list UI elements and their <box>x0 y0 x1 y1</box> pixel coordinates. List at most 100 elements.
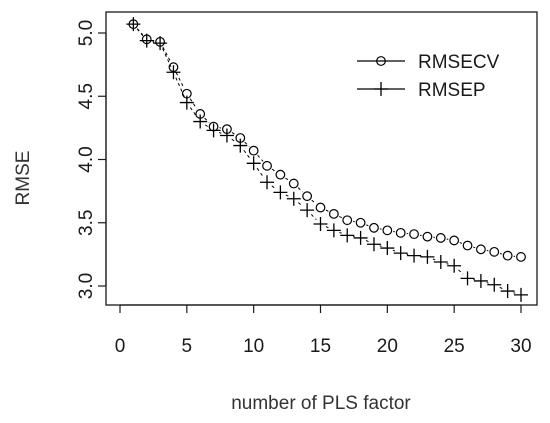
rmsecv-point <box>422 231 433 242</box>
legend-label: RMSECV <box>418 52 500 73</box>
series-segment <box>219 132 222 134</box>
rmsep-point <box>433 254 448 269</box>
series-segment <box>365 240 369 243</box>
series-segment <box>513 292 516 294</box>
rmsep-point <box>473 273 488 288</box>
series-segment <box>446 263 449 265</box>
series-segment <box>379 245 382 247</box>
rmsep-point <box>179 95 194 110</box>
rmsep-point <box>260 175 275 190</box>
rmsep-point <box>166 65 181 80</box>
x-tick-label: 10 <box>243 336 264 357</box>
rmsep-point <box>340 228 355 243</box>
series-segment <box>231 132 236 136</box>
legend-item-rmsep: RMSEP <box>357 80 486 101</box>
rmsep-point <box>326 223 341 238</box>
rmsep-point <box>353 230 368 245</box>
series-segment <box>189 98 198 110</box>
rmsep-point <box>407 248 422 263</box>
rmsecv-point <box>369 222 379 233</box>
x-tick-label: 0 <box>115 336 126 357</box>
series-segment <box>486 282 489 284</box>
rmsecv-point <box>476 244 486 255</box>
series-segment <box>310 214 317 221</box>
rmsep-point <box>447 258 462 273</box>
series-segment <box>366 224 369 227</box>
series-segment <box>204 117 210 123</box>
rmsep-point <box>246 156 261 171</box>
rmsep-point <box>366 237 381 252</box>
series-segment <box>271 168 276 172</box>
series-segment <box>473 246 476 249</box>
legend: RMSECV RMSEP <box>357 52 500 101</box>
rmsecv-point <box>262 160 272 171</box>
rmsecv-point <box>489 246 500 257</box>
series-segment <box>325 226 329 229</box>
rmsep-point <box>487 277 502 292</box>
rmsep-point <box>380 241 395 256</box>
rmsecv-point <box>328 208 339 219</box>
x-tick-label: 5 <box>182 336 193 357</box>
rmsecv-point <box>395 227 406 238</box>
legend-label: RMSEP <box>418 80 486 101</box>
rmsecv-point <box>516 252 526 262</box>
rmsep-point <box>420 249 435 264</box>
series-segment <box>204 124 209 128</box>
rmsep-point <box>233 138 248 153</box>
rmsep-point <box>153 36 168 51</box>
series-segment <box>311 199 317 205</box>
legend-item-rmsecv: RMSECV <box>357 52 500 73</box>
x-axis: 0 5 10 15 20 25 30 <box>115 304 532 357</box>
rmsecv-point <box>275 169 286 180</box>
series-segment <box>432 258 436 261</box>
y-axis: 3.0 3.5 4.0 4.5 5.0 <box>76 20 107 299</box>
series-segment <box>499 253 502 255</box>
series-segment <box>257 154 264 162</box>
series-layer <box>126 17 528 302</box>
series-segment <box>285 177 290 181</box>
series-segment <box>392 249 396 252</box>
rmsep-point <box>300 203 315 218</box>
rmsep-point <box>393 246 408 261</box>
rmsep-point <box>193 114 208 129</box>
legend-marker <box>376 56 386 66</box>
rmsecv-point <box>462 240 473 251</box>
rmsecv-point <box>302 191 313 202</box>
rmsep-point <box>500 284 515 299</box>
rmsep-point <box>514 287 528 302</box>
rmsecv-point <box>248 145 259 156</box>
legend-marker <box>374 82 388 96</box>
rmsecv-point <box>435 233 446 243</box>
series-segment <box>136 28 144 37</box>
rmsep-point <box>206 123 221 138</box>
y-tick-label: 4.0 <box>76 146 97 172</box>
rmsep-point <box>126 17 141 32</box>
y-tick-label: 4.5 <box>76 83 97 109</box>
series-rmsep <box>126 17 528 302</box>
rmsecv-point <box>502 250 513 261</box>
series-segment <box>297 187 304 193</box>
x-axis-title: number of PLS factor <box>231 393 411 414</box>
series-segment <box>458 269 464 275</box>
rmsecv-point <box>342 215 353 226</box>
series-segment <box>339 216 343 219</box>
series-segment <box>339 231 342 234</box>
rmsep-point <box>139 33 154 48</box>
series-segment <box>231 138 236 143</box>
rmsecv-point <box>355 217 366 228</box>
rmsecv-point <box>315 202 326 213</box>
rmsecv-point <box>449 235 460 246</box>
series-segment <box>271 185 276 190</box>
rmsecv-point <box>382 225 393 236</box>
rmsecv-point <box>288 178 299 189</box>
series-segment <box>499 286 503 289</box>
rmsecv-point <box>409 229 419 240</box>
rmsep-point <box>219 128 234 143</box>
rmsep-point <box>460 271 475 286</box>
y-tick-label: 5.0 <box>76 20 97 46</box>
x-tick-label: 30 <box>510 336 531 357</box>
y-tick-label: 3.0 <box>76 273 97 299</box>
rmsep-point <box>313 217 328 232</box>
y-tick-label: 3.5 <box>76 210 97 236</box>
